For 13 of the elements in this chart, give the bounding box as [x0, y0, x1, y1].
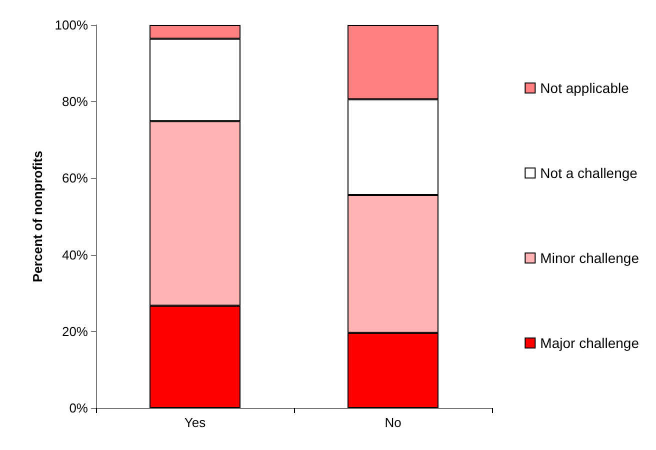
y-tick-label: 100% [54, 18, 88, 32]
x-tick-label: Yes [184, 415, 206, 430]
y-tick-label: 80% [62, 94, 88, 110]
y-tick-label: 40% [62, 247, 88, 262]
legend-label: Minor challenge [540, 250, 640, 266]
legend-label: Not a challenge [540, 165, 638, 181]
x-tick-label: No [384, 415, 402, 430]
y-tick-label: 0% [69, 400, 88, 416]
y-tick-label: 60% [62, 170, 88, 186]
y-tick-label: 20% [62, 324, 88, 339]
legend-label: Not applicable [540, 80, 630, 96]
y-axis-title: Percent of nonprofits [30, 150, 45, 282]
legend-label: Major challenge [540, 335, 640, 351]
